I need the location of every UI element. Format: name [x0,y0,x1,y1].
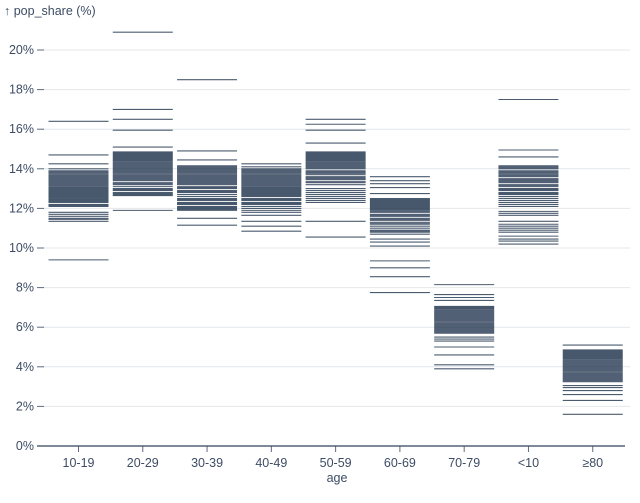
y-tick-label: 10% [9,241,34,255]
x-tick-label: 10-19 [63,456,95,470]
x-tick-label: <10 [518,456,539,470]
y-tick-label: 12% [9,201,34,215]
y-tick-label: 8% [16,281,34,295]
y-tick-label: 6% [16,320,34,334]
y-tick-label: 0% [16,439,34,453]
y-tick-label: 14% [9,162,34,176]
y-tick-label: 20% [9,43,34,57]
y-tick-label: 18% [9,83,34,97]
x-tick-label: 50-59 [320,456,352,470]
x-tick-label: 30-39 [191,456,223,470]
x-tick-label: 60-69 [384,456,416,470]
y-tick-label: 16% [9,122,34,136]
x-tick-label: 20-29 [127,456,159,470]
x-axis-title: age [326,471,348,485]
x-tick-label: 40-49 [255,456,287,470]
y-tick-label: 2% [16,399,34,413]
y-axis-title: ↑ pop_share (%) [4,4,96,18]
x-tick-label: 70-79 [448,456,480,470]
y-tick-label: 4% [16,360,34,374]
x-tick-label: ≥80 [582,456,603,470]
